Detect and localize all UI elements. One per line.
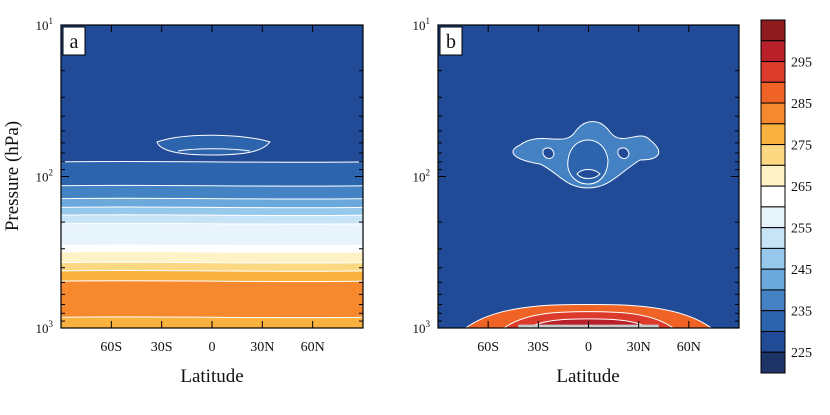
panel-a-band-5 xyxy=(61,215,363,224)
colorbar-label-5: 275 xyxy=(791,139,812,154)
panel-a-band-1 xyxy=(61,161,363,186)
panel-a-contour-line-7 xyxy=(61,244,363,247)
colorbar-swatch-9 xyxy=(760,164,786,187)
panel-a-ylabel: Pressure (hPa) xyxy=(2,121,23,231)
colorbar-label-0: 225 xyxy=(791,346,812,361)
panel-a-fill xyxy=(61,25,363,328)
colorbar-swatch-16 xyxy=(760,19,786,42)
panel-a-band-6 xyxy=(61,223,363,246)
panel-a-x-tick-labels: 60S 30S 0 30N 60N xyxy=(100,340,324,355)
panel-a-contour-line-10 xyxy=(61,269,363,272)
panel-b-x-tick-labels: 60S 30S 0 30N 60N xyxy=(477,340,701,355)
panel-b-x-tick-label-3: 30N xyxy=(627,340,651,355)
colorbar-swatch-12 xyxy=(760,102,786,125)
panel-b-y-tick-label-0: 101 xyxy=(413,16,431,33)
panel-b-upper-contour-inner xyxy=(576,169,601,179)
colorbar-label-2: 245 xyxy=(791,263,812,278)
panel-a-contour-line-3 xyxy=(61,197,363,200)
colorbar-labels: 225 235 245 255 265 275 285 295 xyxy=(791,56,812,362)
panel-a-contour-line-5 xyxy=(61,214,363,217)
colorbar-swatch-6 xyxy=(760,227,786,249)
colorbar: 225 235 245 255 265 275 285 295 xyxy=(760,19,812,374)
panel-b-x-tick-label-4: 60N xyxy=(677,340,701,355)
panel-a-contour-features xyxy=(156,134,271,156)
panel-a-contour-line-1 xyxy=(61,160,363,163)
panel-b-xlabel: Latitude xyxy=(556,366,619,387)
panel-a-band-7 xyxy=(61,245,363,252)
colorbar-label-3: 255 xyxy=(791,222,812,237)
panel-a-y-tick-labels: 101 102 103 xyxy=(36,16,54,336)
panel-a-contour-line-12 xyxy=(61,316,363,319)
panel-b-x-tick-label-0: 60S xyxy=(477,340,499,355)
panel-b-y-tick-label-1: 102 xyxy=(413,168,431,185)
panel-a-contour-line-11 xyxy=(61,280,363,282)
panel-a-x-tick-label-3: 30N xyxy=(250,340,274,355)
colorbar-swatch-10 xyxy=(760,144,786,166)
panel-a-contour-line-4 xyxy=(61,206,363,209)
colorbar-label-7: 295 xyxy=(791,56,812,71)
panel-a-band-10 xyxy=(61,270,363,282)
panel-a-band-8 xyxy=(61,251,363,263)
panel-b-y-tick-label-2: 103 xyxy=(413,319,431,336)
panel-b-y-tick-labels: 101 102 103 xyxy=(413,16,431,336)
colorbar-swatch-2 xyxy=(760,310,786,332)
panel-a-x-tick-label-2: 0 xyxy=(209,340,216,355)
panel-b-left-contour-eye xyxy=(542,147,555,159)
panel-a: a 60S 30S 0 30N 60N Latitude 101 102 103 Press… xyxy=(2,16,364,387)
panel-a-xlabel: Latitude xyxy=(180,366,243,387)
colorbar-swatch-11 xyxy=(760,123,786,146)
panel-a-label-box xyxy=(62,26,86,56)
colorbar-swatch-15 xyxy=(760,40,786,63)
panel-a-x-tick-label-0: 60S xyxy=(100,340,122,355)
panel-a-x-tick-label-4: 60N xyxy=(301,340,325,355)
panel-a-y-tick-label-2: 103 xyxy=(36,319,54,336)
colorbar-swatch-8 xyxy=(760,185,786,208)
colorbar-swatch-7 xyxy=(760,206,786,229)
panel-a-band-11 xyxy=(61,281,363,318)
panel-b-ticks xyxy=(438,24,739,329)
panel-a-y-tick-label-1: 102 xyxy=(36,168,54,185)
panel-a-y-tick-label-0: 101 xyxy=(36,16,54,33)
panel-a-band-4 xyxy=(61,207,363,216)
colorbar-swatch-1 xyxy=(760,330,786,353)
panel-a-band-3 xyxy=(61,198,363,208)
panel-b-right-contour-eye xyxy=(617,147,630,159)
panel-a-contour-line-9 xyxy=(61,261,363,264)
colorbar-swatch-4 xyxy=(760,268,786,291)
panel-a-contour-line-8 xyxy=(61,251,363,253)
colorbar-label-4: 265 xyxy=(791,180,812,195)
panel-a-inner-contour xyxy=(177,148,251,152)
panel-b-x-tick-label-1: 30S xyxy=(527,340,549,355)
panel-b-x-tick-label-2: 0 xyxy=(585,340,592,355)
panel-a-upper-closed-contour xyxy=(156,134,271,156)
panel-a-ticks xyxy=(61,24,363,329)
panel-a-label: a xyxy=(70,31,79,53)
panel-b: b 60S 30S 0 30N 60N Latitude 101 102 103 xyxy=(413,16,740,387)
colorbar-swatch-5 xyxy=(760,247,786,270)
colorbar-label-6: 285 xyxy=(791,97,812,112)
colorbar-swatches xyxy=(760,19,786,374)
panel-a-band-9 xyxy=(61,262,363,271)
colorbar-swatch-0 xyxy=(760,351,786,374)
colorbar-swatch-14 xyxy=(760,61,786,83)
panel-b-contour-features xyxy=(512,121,660,189)
panel-a-band-2 xyxy=(61,185,363,199)
colorbar-swatch-3 xyxy=(760,289,786,312)
panel-b-label-box xyxy=(439,26,463,56)
panel-a-contour-line-2 xyxy=(61,184,363,187)
panel-a-x-tick-label-1: 30S xyxy=(151,340,173,355)
colorbar-label-1: 235 xyxy=(791,305,812,320)
panel-b-label: b xyxy=(446,31,456,53)
panel-a-contour-line-6 xyxy=(61,222,363,225)
colorbar-swatch-13 xyxy=(760,81,786,104)
